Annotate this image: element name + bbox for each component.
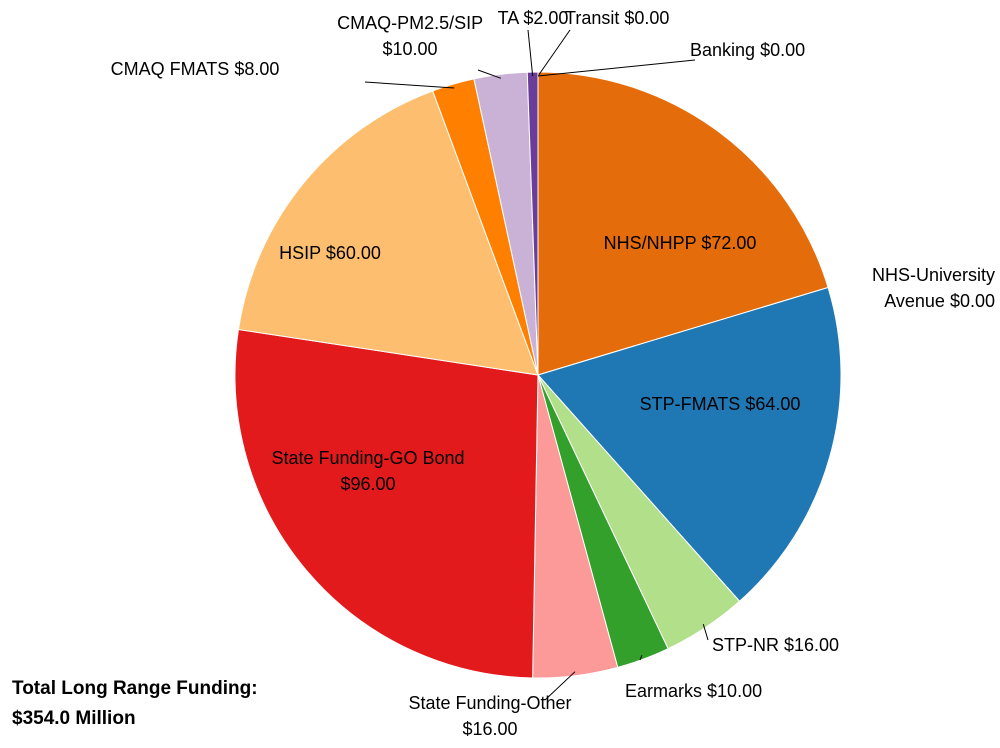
slice-value: $2.00 [523,8,569,28]
slice-value: $72.00 [701,233,757,253]
slice-value: $16.00 [462,719,518,739]
slice-label: STP-FMATS $64.00 [595,391,845,417]
slice-label: Transit $0.00 [565,5,705,31]
pie-slice [537,286,842,602]
slice-name: CMAQ-PM2.5/SIP [337,13,483,33]
slice-value: $8.00 [234,59,280,79]
leader-line [537,59,696,77]
slice-label: NHS-University Avenue $0.00 [830,262,995,314]
pie-slice [234,328,539,679]
slice-name: NHS-University Avenue [871,265,995,311]
total-annotation: Total Long Range Funding: $354.0 Million [12,678,258,729]
slice-label: Banking $0.00 [690,37,870,63]
slice-name: NHS/NHPP [603,233,697,253]
slice-value: $60.00 [325,243,381,263]
slice-value: $96.00 [340,474,396,494]
slice-name: CMAQ FMATS [110,59,230,79]
leader-line [527,29,534,77]
slice-label: CMAQ FMATS $8.00 [110,56,280,82]
leader-line [477,69,502,79]
slice-name: TA [497,8,519,28]
leader-line [544,671,576,701]
slice-name: Banking [690,40,756,60]
slice-value: $0.00 [760,40,806,60]
leader-line [364,81,455,89]
slice-name: State Funding-Other [408,693,572,713]
slice-label: NHS/NHPP $72.00 [555,230,805,256]
pie-slice [537,71,829,376]
slice-value: $10.00 [707,681,763,701]
slice-label: TA $2.00 [478,5,588,31]
slice-name: HSIP [279,243,321,263]
slice-value: $0.00 [624,8,670,28]
slice-label: STP-NR $16.00 [712,632,892,658]
slice-label: HSIP $60.00 [230,240,430,266]
slice-label: CMAQ-PM2.5/SIP $10.00 [320,10,500,62]
slice-name: State Funding-GO Bond [271,448,465,468]
slice-name: Transit [565,8,620,28]
slice-value: $10.00 [382,39,438,59]
slice-label: State Funding-Other $16.00 [405,690,575,742]
slice-name: Earmarks [625,681,703,701]
slice-name: STP-NR [712,635,779,655]
leader-line [639,655,643,661]
pie-slice [237,90,539,376]
leader-line [537,29,571,77]
leader-line [702,624,709,641]
slice-label: State Funding-GO Bond $96.00 [258,445,478,497]
slice-value: $64.00 [745,394,801,414]
slice-name: STP-FMATS [639,394,741,414]
slice-label: Earmarks $10.00 [625,678,815,704]
slice-value: $0.00 [949,291,995,311]
slice-value: $16.00 [784,635,840,655]
